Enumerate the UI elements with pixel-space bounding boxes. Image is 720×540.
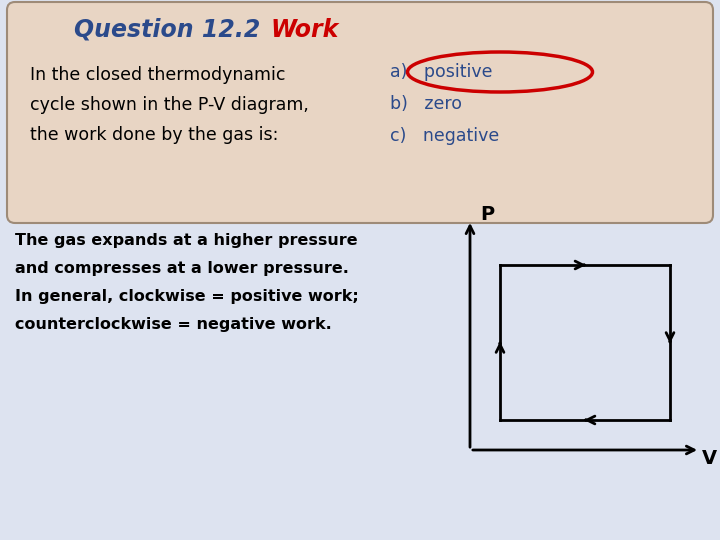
Text: V: V xyxy=(702,449,717,468)
Text: In the closed thermodynamic: In the closed thermodynamic xyxy=(30,66,286,84)
Text: P: P xyxy=(480,206,494,225)
Text: Question 12.2: Question 12.2 xyxy=(73,18,260,42)
Text: a)   positive: a) positive xyxy=(390,63,492,81)
Text: In general, clockwise = positive work;: In general, clockwise = positive work; xyxy=(15,288,359,303)
FancyBboxPatch shape xyxy=(7,2,713,223)
Text: counterclockwise = negative work.: counterclockwise = negative work. xyxy=(15,316,332,332)
Text: Work: Work xyxy=(270,18,338,42)
Text: the work done by the gas is:: the work done by the gas is: xyxy=(30,126,279,144)
Text: and compresses at a lower pressure.: and compresses at a lower pressure. xyxy=(15,260,349,275)
Text: c)   negative: c) negative xyxy=(390,127,499,145)
Text: b)   zero: b) zero xyxy=(390,95,462,113)
Text: The gas expands at a higher pressure: The gas expands at a higher pressure xyxy=(15,233,358,247)
Text: cycle shown in the P-V diagram,: cycle shown in the P-V diagram, xyxy=(30,96,309,114)
